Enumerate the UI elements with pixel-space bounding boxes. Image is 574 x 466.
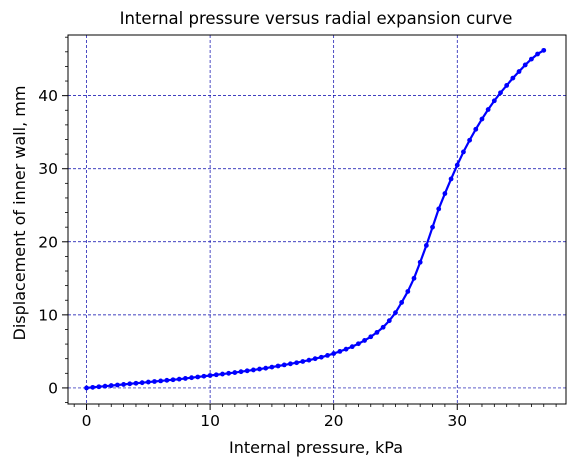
grid-lines bbox=[68, 35, 566, 404]
data-point bbox=[312, 356, 318, 362]
data-point bbox=[473, 126, 479, 132]
data-point bbox=[195, 374, 201, 380]
data-point bbox=[368, 334, 374, 340]
data-point bbox=[90, 384, 96, 390]
data-point bbox=[516, 69, 522, 74]
data-point bbox=[380, 324, 386, 330]
data-point bbox=[275, 363, 281, 369]
x-tick-label: 30 bbox=[447, 412, 467, 430]
data-point bbox=[145, 379, 151, 385]
data-point bbox=[201, 373, 207, 379]
data-point bbox=[182, 376, 188, 381]
data-point bbox=[238, 369, 244, 375]
data-point bbox=[461, 149, 466, 155]
y-tick-label: 10 bbox=[38, 306, 58, 324]
x-tick-label: 0 bbox=[82, 412, 92, 430]
data-point bbox=[535, 51, 540, 57]
data-point bbox=[164, 377, 170, 383]
data-point bbox=[257, 366, 262, 372]
data-point bbox=[522, 62, 528, 68]
data-point bbox=[152, 379, 157, 384]
data-point bbox=[115, 382, 120, 388]
x-axis-label: Internal pressure, kPa bbox=[229, 438, 403, 457]
data-point bbox=[220, 371, 225, 377]
data-point bbox=[485, 107, 491, 112]
data-point bbox=[528, 56, 534, 62]
data-point bbox=[510, 75, 516, 81]
data-point bbox=[288, 361, 293, 367]
data-point bbox=[84, 385, 89, 391]
data-point bbox=[108, 383, 114, 388]
y-axis-label: Displacement of inner wall, mm bbox=[10, 86, 29, 341]
data-point bbox=[479, 116, 485, 122]
data-point bbox=[405, 289, 411, 294]
data-point bbox=[436, 206, 442, 212]
data-point bbox=[491, 98, 497, 104]
data-point bbox=[207, 373, 213, 378]
data-point bbox=[102, 383, 108, 389]
data-point bbox=[250, 367, 256, 373]
data-point bbox=[417, 259, 423, 265]
y-tick-label: 20 bbox=[38, 233, 58, 251]
data-point bbox=[504, 83, 510, 88]
data-point bbox=[454, 162, 460, 168]
x-tick-label: 20 bbox=[324, 412, 344, 430]
data-point bbox=[244, 368, 250, 374]
data-point bbox=[430, 224, 435, 230]
series-layer bbox=[84, 47, 547, 391]
data-point bbox=[448, 176, 454, 182]
data-point bbox=[176, 376, 182, 382]
data-point bbox=[96, 384, 102, 390]
data-point bbox=[362, 338, 367, 343]
data-point bbox=[423, 243, 429, 248]
data-point bbox=[411, 275, 417, 281]
data-point bbox=[331, 351, 337, 356]
y-tick-label: 40 bbox=[38, 87, 58, 105]
data-point bbox=[541, 47, 547, 53]
y-tick-label: 30 bbox=[38, 160, 58, 178]
data-point bbox=[442, 191, 448, 196]
data-point bbox=[349, 344, 355, 350]
plot-frame bbox=[67, 34, 567, 405]
data-point bbox=[318, 354, 324, 360]
data-point bbox=[393, 310, 398, 316]
x-tick-label: 10 bbox=[200, 412, 220, 430]
data-point bbox=[127, 381, 133, 387]
data-point bbox=[355, 341, 361, 347]
data-point bbox=[269, 364, 275, 370]
data-point bbox=[343, 346, 349, 352]
data-point bbox=[337, 348, 343, 354]
axis-ticks: 0 10 20 30 0 10 20 30 40 bbox=[38, 36, 557, 430]
data-point bbox=[498, 90, 503, 96]
data-point bbox=[189, 375, 194, 381]
data-point bbox=[139, 380, 145, 386]
data-point bbox=[399, 300, 405, 305]
data-point bbox=[158, 378, 164, 384]
data-point bbox=[213, 372, 219, 378]
data-point bbox=[306, 357, 312, 363]
chart-title: Internal pressure versus radial expansio… bbox=[120, 9, 513, 28]
data-point bbox=[226, 370, 232, 376]
data-point bbox=[467, 137, 473, 143]
data-point bbox=[281, 362, 287, 368]
data-point bbox=[300, 359, 306, 364]
data-point bbox=[374, 329, 380, 335]
data-point bbox=[232, 370, 238, 375]
y-tick-label: 0 bbox=[48, 379, 58, 397]
data-point bbox=[170, 377, 176, 383]
data-point bbox=[133, 380, 139, 386]
data-point bbox=[294, 360, 300, 366]
data-point bbox=[121, 382, 127, 387]
data-point bbox=[386, 318, 392, 324]
data-point bbox=[263, 365, 269, 371]
data-point bbox=[325, 353, 330, 358]
